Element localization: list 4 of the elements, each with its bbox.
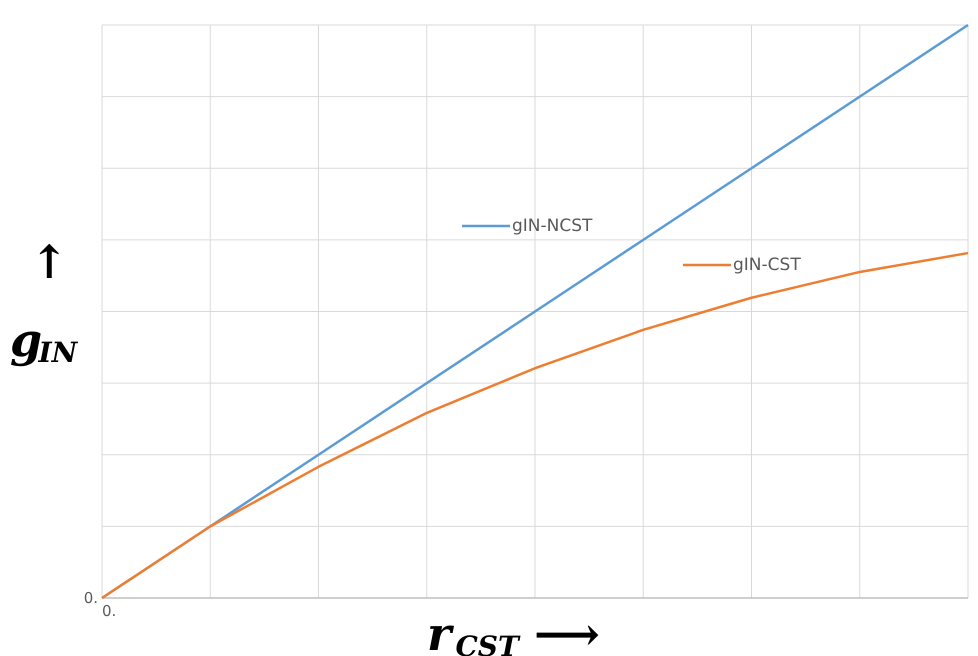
legend-label: gIN-CST xyxy=(733,255,802,275)
text: 0. xyxy=(102,602,116,620)
legend-label: gIN-NCST xyxy=(512,216,594,236)
text: 0. xyxy=(84,589,98,607)
